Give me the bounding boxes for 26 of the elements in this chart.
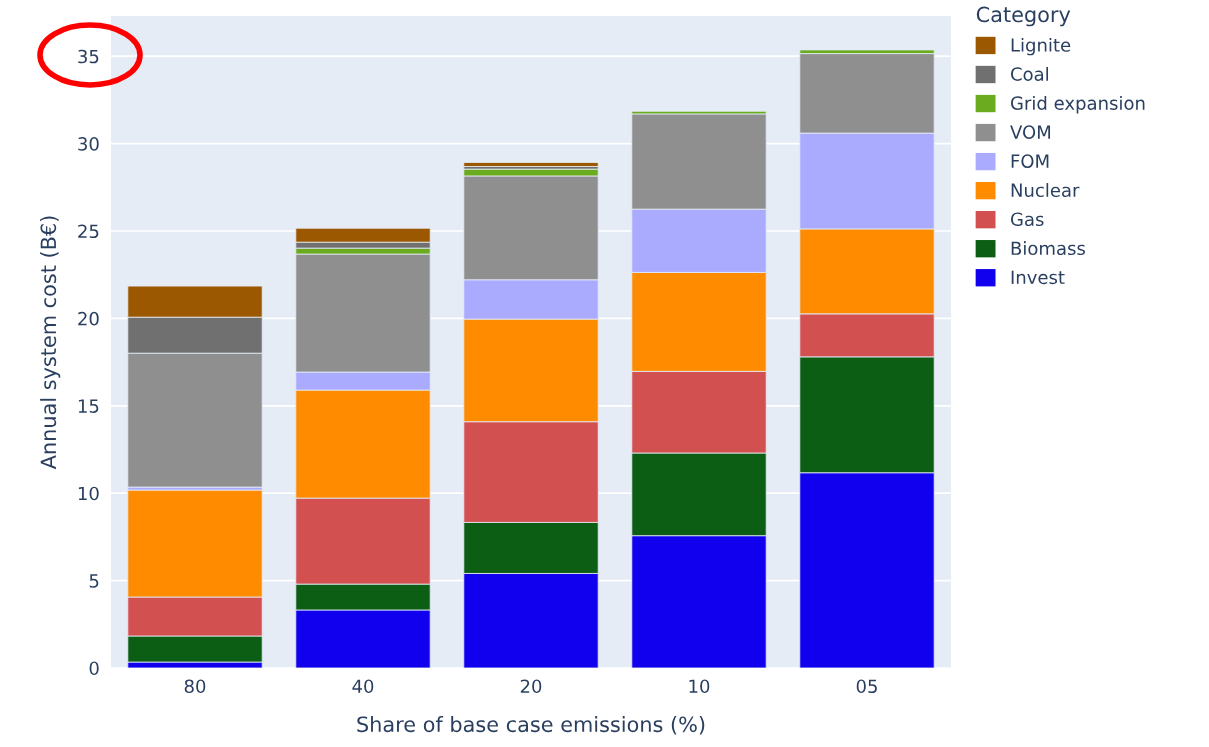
x-tick-label: 20	[520, 679, 542, 694]
legend-label: Lignite	[1011, 37, 1071, 56]
y-tick-label: 25	[78, 224, 99, 239]
x-tick-label: 05	[856, 679, 877, 694]
y-tick-label: 0	[89, 661, 99, 676]
x-tick-label: 40	[352, 679, 374, 694]
y-tick-label: 10	[78, 486, 99, 501]
legend-label: FOM	[1011, 154, 1049, 168]
y-tick-label: 5	[89, 574, 99, 588]
y-tick-label: 20	[78, 311, 99, 326]
legend-title: Category	[976, 6, 1071, 27]
x-axis-title: Share of base case emissions (%)	[357, 716, 705, 735]
legend-label: VOM	[1010, 125, 1051, 139]
legend-label: Invest	[1011, 270, 1065, 285]
legend-label: Biomass	[1011, 241, 1085, 256]
legend-label: Gas	[1010, 212, 1044, 227]
y-tick-label: 30	[78, 137, 99, 151]
x-tick-label: 80	[184, 679, 206, 694]
legend-label: Grid expansion	[1010, 95, 1145, 114]
bar	[463, 162, 599, 167]
y-tick-label: 35	[78, 49, 99, 64]
y-tick-label: 15	[78, 399, 99, 413]
legend-label: Coal	[1010, 66, 1048, 81]
legend-label: Nuclear	[1011, 183, 1080, 198]
x-tick-label: 10	[689, 679, 710, 694]
y-axis-title: Annual system cost (B€)	[40, 216, 61, 470]
